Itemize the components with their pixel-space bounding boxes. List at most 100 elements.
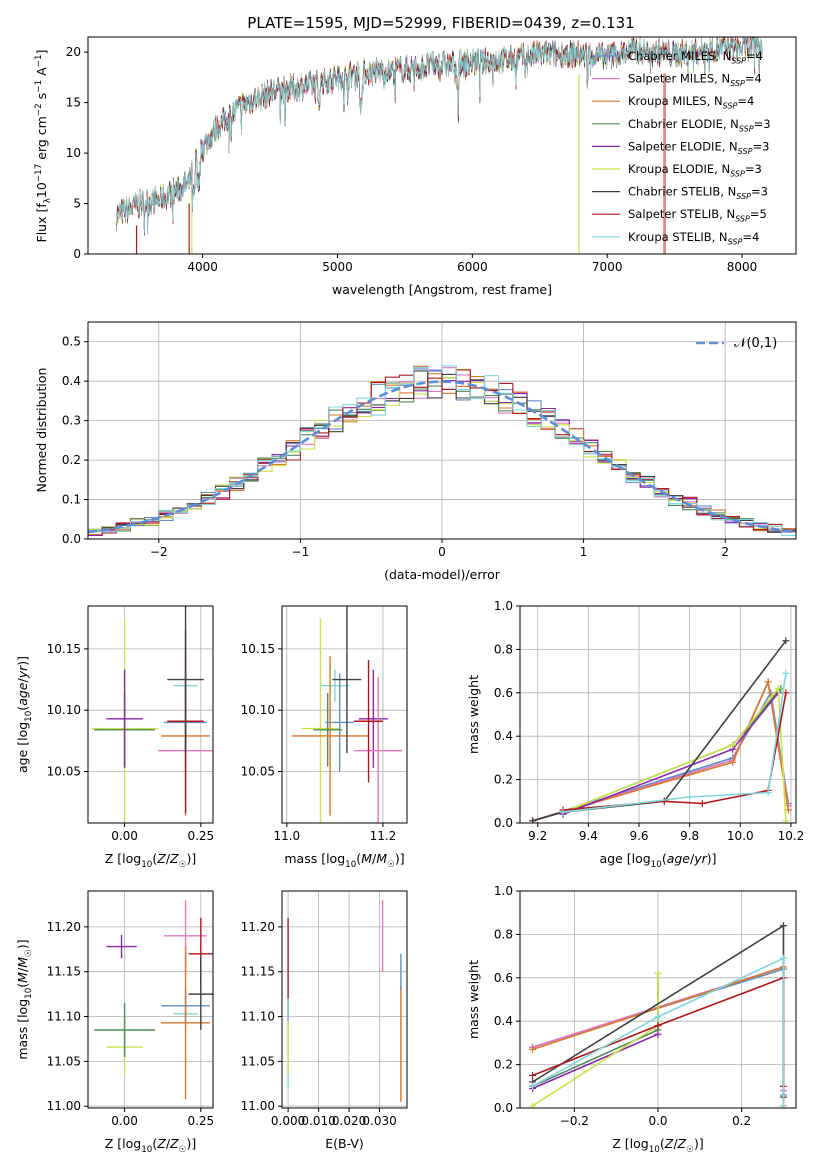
axes-frame [281,605,408,824]
legend-label: Kroupa MILES, NSSP=4 [628,94,754,110]
y-tick-label: 0.2 [494,773,513,787]
weight-marker [654,1030,662,1038]
age-vs-mass-point-1 [313,693,343,767]
age-vs-mass-point-8 [332,606,362,754]
y-tick-label: 11.20 [241,920,275,934]
weight-marker [654,969,662,977]
weight-marker [529,1102,537,1108]
spectrum-panel: 4000 5000 6000 7000 8000 0 5 10 15 20 Flux [fλ10−1… [34,36,797,297]
age-vs-mass-point-0 [301,618,340,823]
spectrum-series-8 [116,37,763,235]
x-tick-label: −1 [292,545,310,559]
x-tick-label: 0.25 [187,829,214,843]
y-tick-label: 11.15 [47,965,81,979]
x-tick-label: 1 [580,545,588,559]
y-tick-label: 0.6 [494,971,513,985]
age-vs-Z-plot-area [91,606,213,823]
age-vs-mass-point-3 [320,669,350,702]
x-tick-label: 9.4 [579,829,598,843]
weight-vs-age-series-6 [529,637,790,823]
x-tick-label: 2 [721,545,729,559]
weight-line [562,686,787,821]
age-vs-mass-plot-area [291,606,403,823]
y-tick-label: 0.4 [494,729,513,743]
y-tick-label: 0.2 [62,453,81,467]
y-tick-label: 11.05 [241,1054,275,1068]
y-tick-label: 0.6 [494,686,513,700]
age-vs-Z: 0.00 0.25 10.05 10.10 10.15 Z [log10(Z/Z☉)] ag… [15,605,214,870]
weight-line [532,957,785,1106]
weight-line [562,692,787,811]
weight-vs-age-xlabel: age [log10(age/yr)] [599,851,716,870]
y-tick-label: 10.05 [241,765,275,779]
weight-vs-age-ylabel: mass weight [466,675,481,754]
x-tick-label: 6000 [457,260,488,274]
y-tick-label: 10.15 [47,642,81,656]
residuals-xlabel: (data-model)/error [384,567,501,582]
age-vs-Z-grid [88,606,213,823]
spectrum-xlabel: wavelength [Angstrom, rest frame] [332,282,552,297]
residuals-ylabel: Normed distribution [34,368,49,493]
mass-vs-Z-point-1 [94,1003,156,1057]
weight-marker [654,1013,662,1021]
age-vs-mass-point-7 [354,659,383,783]
legend-label: Kroupa STELIB, NSSP=4 [628,230,759,246]
mass-vs-Z-point-2 [106,934,137,959]
y-tick-label: 0.1 [62,493,81,507]
mass-vs-Z-point-8 [188,958,213,1030]
weight-marker [529,1082,537,1090]
x-tick-label: 11.0 [273,829,300,843]
weight-line [562,692,779,816]
legend-label: Kroupa ELODIE, NSSP=3 [628,162,762,178]
y-tick-label: 15 [66,96,81,110]
age-vs-mass-point-5 [354,677,403,823]
age-vs-mass-xlabel: mass [log10(M/M☉)] [284,851,404,870]
y-tick-label: 5 [73,197,81,211]
weight-vs-age-series-8 [559,669,790,816]
y-tick-label: 11.10 [241,1010,275,1024]
residuals-legend: 𝒩(0,1) [696,336,777,351]
x-tick-label: 0 [438,545,446,559]
weight-marker [654,1022,662,1030]
y-tick-label: 20 [66,45,81,59]
age-vs-Z-ylabel: age [log10(age/yr)] [15,656,34,773]
weight-marker [782,817,790,823]
mass-vs-Z: 0.00 0.25 11.00 11.05 11.10 11.15 11.20 Z [log1… [15,890,214,1155]
x-tick-label: 0.2 [732,1114,751,1128]
y-tick-label: 10.10 [241,703,275,717]
y-tick-label: 0 [73,247,81,261]
weight-marker [529,817,537,823]
weight-marker [698,799,706,807]
mass-vs-EBV-plot-area [287,899,402,1102]
y-tick-label: 11.10 [47,1010,81,1024]
x-tick-label: 11.2 [370,829,397,843]
weight-marker [764,678,772,686]
weight-vs-Z-series-5 [529,969,662,1108]
x-tick-label: 0.030 [362,1114,396,1128]
axes-frame [519,605,797,824]
x-tick-label: 0.25 [187,1114,214,1128]
x-tick-label: −0.2 [560,1114,589,1128]
weight-marker [529,1071,537,1079]
age-vs-mass: 11.0 11.2 10.05 10.10 10.15 mass [log10(M/M☉)… [241,605,408,870]
x-tick-label: 8000 [727,260,758,274]
age-vs-Z-xlabel: Z [log10(Z/Z☉)] [105,851,197,870]
x-tick-label: 0.00 [111,829,138,843]
legend-label: Chabrier STELIB, NSSP=3 [628,185,768,201]
legend-label: Salpeter STELIB, NSSP=5 [628,207,767,223]
x-tick-label: 9.6 [629,829,648,843]
weight-marker [559,808,567,816]
gaussian-curve [88,380,796,534]
weight-marker [774,684,782,692]
x-tick-label: 10.0 [727,829,754,843]
y-tick-label: 0.8 [494,642,513,656]
mass-vs-Z-grid [88,891,213,1108]
weight-marker [782,637,790,645]
spectrum-legend: Chabrier MILES, NSSP=4 Salpeter MILES, NS… [592,49,771,246]
legend-label: Salpeter MILES, NSSP=4 [628,72,762,88]
weight-vs-age-series-3 [559,684,785,816]
y-tick-label: 0.4 [494,1014,513,1028]
weight-line [562,673,787,813]
y-tick-label: 0.5 [62,335,81,349]
y-tick-label: 1.0 [494,599,513,613]
